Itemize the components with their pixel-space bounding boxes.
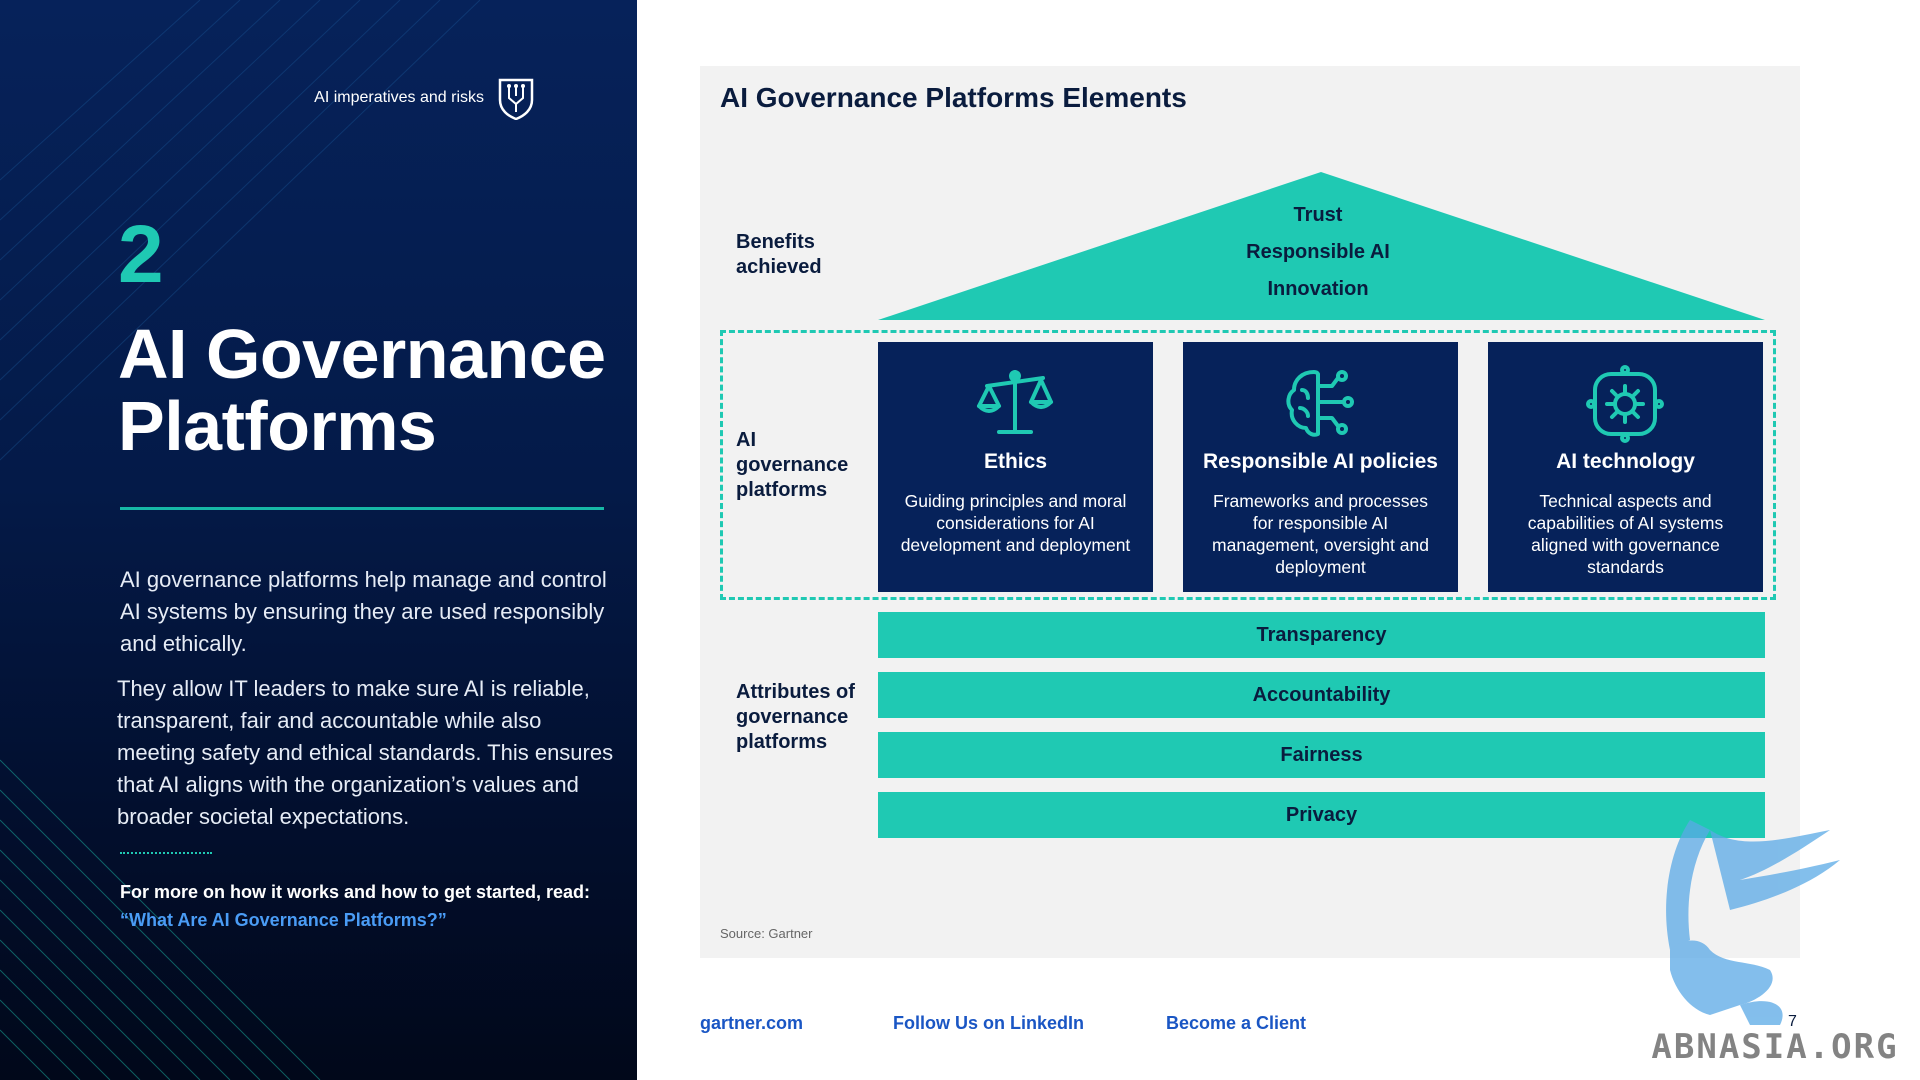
pillar-title: Responsible AI policies: [1203, 450, 1438, 473]
attribute-accountability: Accountability: [878, 672, 1765, 718]
pillar-title: Ethics: [983, 450, 1048, 473]
decorative-lines: [0, 0, 481, 1080]
page-title: AI Governance Platforms: [118, 315, 606, 465]
watermark-text: ABNASIA.ORG: [1651, 1027, 1898, 1067]
more-info-link[interactable]: “What Are AI Governance Platforms?”: [120, 910, 447, 930]
benefit-trust: Trust: [1293, 204, 1343, 226]
intro-paragraph-1: AI governance platforms help manage and …: [120, 567, 607, 656]
section-tag: AI imperatives and risks: [314, 76, 536, 120]
attributes-label: Attributes of governance platforms: [736, 681, 855, 753]
gear-icon: [1586, 365, 1664, 443]
attribute-transparency: Transparency: [878, 612, 1765, 658]
section-tag-label: AI imperatives and risks: [314, 89, 484, 106]
benefits-label: Benefits achieved: [736, 231, 822, 278]
watermark-griffin-logo: ABNASIA.ORG: [1651, 820, 1898, 1067]
left-panel: AI imperatives and risks 2 AI Governance…: [0, 0, 637, 1080]
title-divider: [120, 507, 604, 510]
platforms-label: AI governance platforms: [736, 429, 849, 501]
pillar-ethics: Ethics Guiding principles and moral cons…: [878, 342, 1153, 592]
shield-circuit-icon: [498, 78, 534, 120]
benefit-responsible-ai: Responsible AI: [1246, 241, 1390, 263]
attribute-privacy: Privacy: [878, 792, 1765, 838]
attribute-fairness: Fairness: [878, 732, 1765, 778]
footer-link-gartner[interactable]: gartner.com: [700, 1013, 804, 1033]
pillar-title: AI technology: [1556, 450, 1695, 473]
diagram-title: AI Governance Platforms Elements: [720, 82, 1187, 113]
pillar-responsible-ai-policies: Responsible AI policies Frameworks and p…: [1183, 342, 1458, 592]
intro-paragraph-2: They allow IT leaders to make sure AI is…: [117, 676, 614, 829]
page-number: 7: [1788, 1013, 1797, 1030]
pillar-description: Technical aspects and capabilities of AI…: [1527, 491, 1724, 577]
more-info-text: For more on how it works and how to get …: [120, 882, 591, 902]
scales-icon: [977, 370, 1053, 434]
pillar-ai-technology: AI technology Technical aspects and capa…: [1488, 342, 1763, 592]
diagram-card: AI Governance Platforms Elements Benefit…: [700, 66, 1800, 958]
brain-circuit-icon: [1286, 370, 1354, 437]
benefits-roof: [878, 172, 1765, 320]
more-info: For more on how it works and how to get …: [120, 878, 600, 934]
source-note: Source: Gartner: [720, 926, 813, 941]
section-number: 2: [118, 209, 164, 300]
pillar-description: Frameworks and processes for responsible…: [1212, 491, 1429, 577]
platforms-dashed-frame: [720, 330, 1776, 600]
footer-link-linkedin[interactable]: Follow Us on LinkedIn: [893, 1013, 1084, 1033]
pillar-description: Guiding principles and moral considerati…: [900, 491, 1131, 555]
dotted-divider: [120, 852, 212, 854]
footer-link-become-client[interactable]: Become a Client: [1166, 1013, 1307, 1033]
benefit-innovation: Innovation: [1267, 278, 1369, 300]
